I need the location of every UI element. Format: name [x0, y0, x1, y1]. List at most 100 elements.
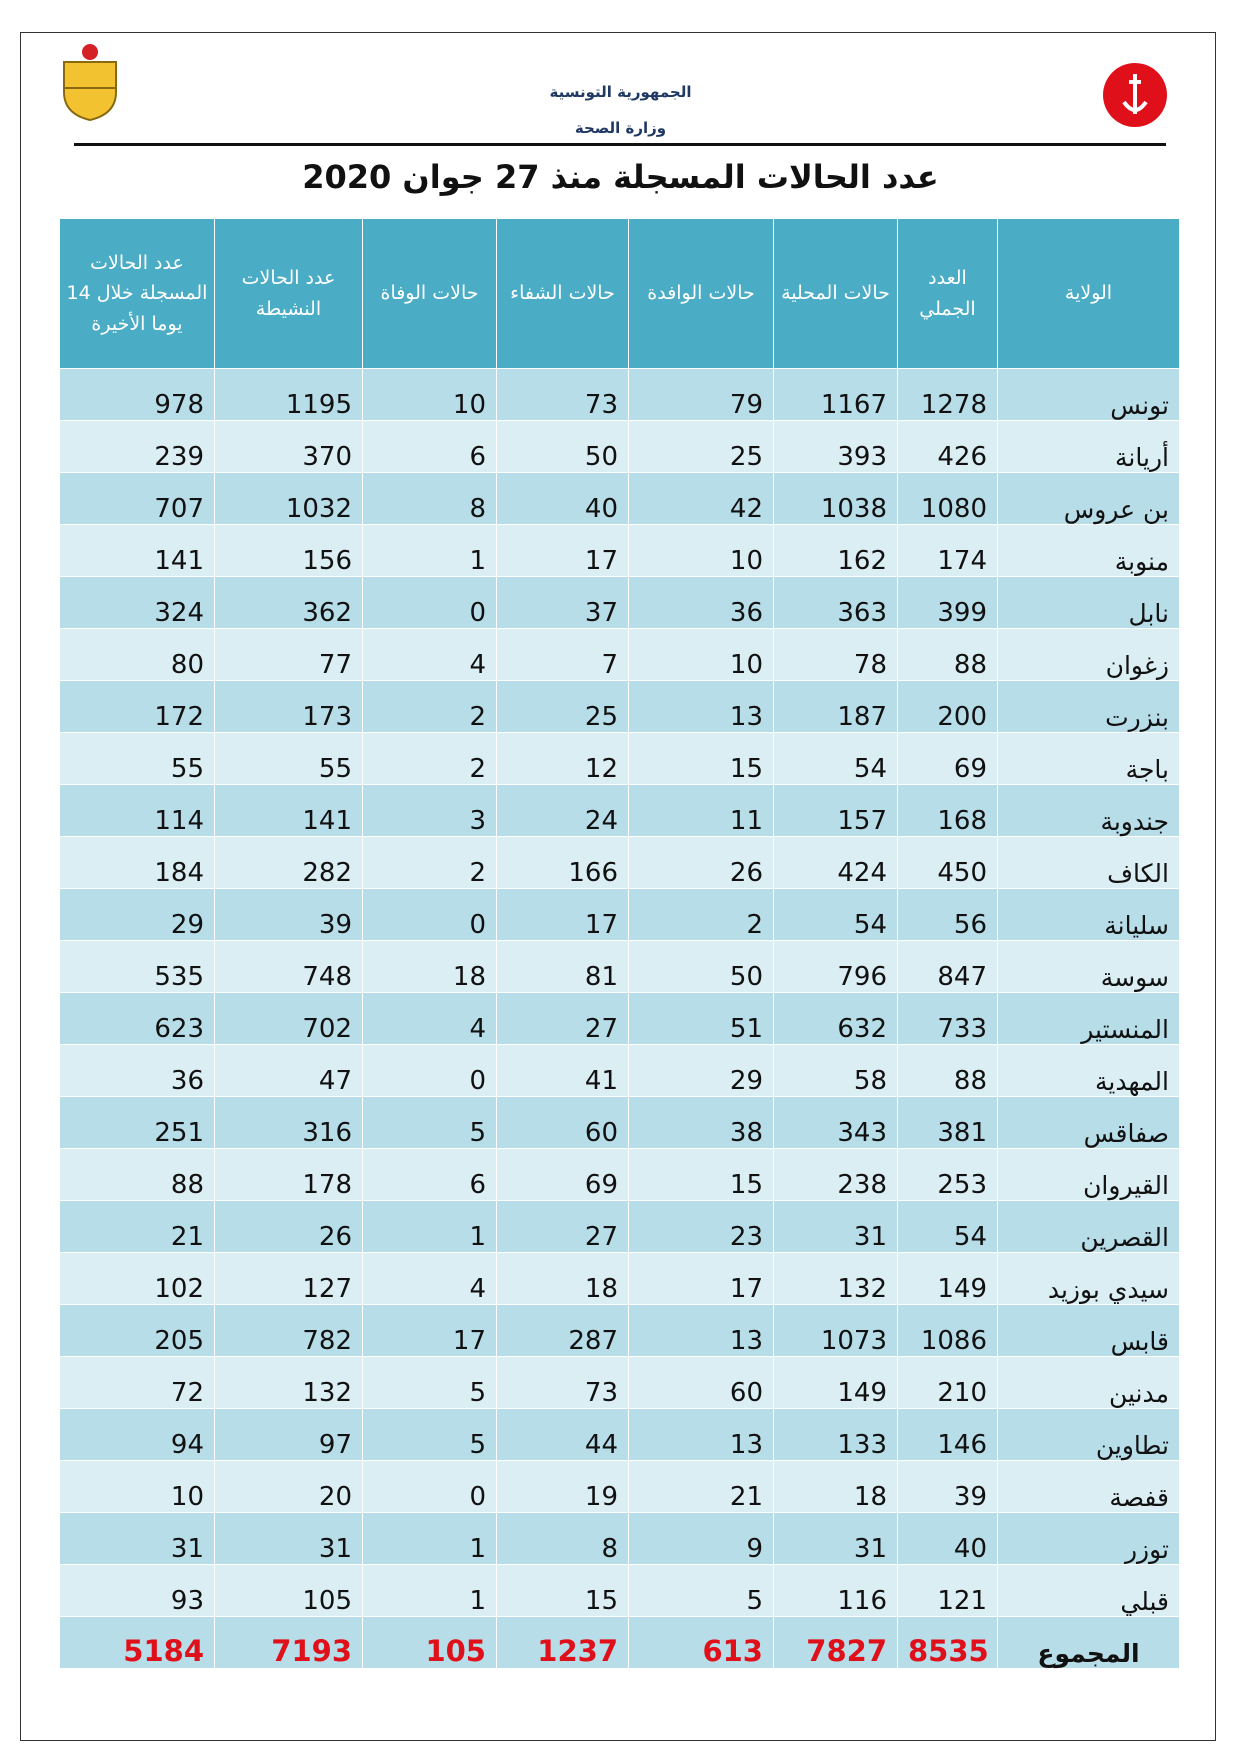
- number-cell: 0: [362, 888, 497, 941]
- governorate-cell: الكاف: [997, 836, 1180, 889]
- number-cell: 707: [59, 472, 215, 525]
- number-cell: 24: [496, 784, 629, 837]
- number-cell: 31: [214, 1512, 363, 1565]
- table-row: سوسة 847 796 50 81 18 748 535: [59, 940, 1180, 993]
- number-cell: 73: [496, 1356, 629, 1409]
- number-cell: 6: [362, 1148, 497, 1201]
- header-row: الولاية العدد الجملي حالات المحلية حالات ال…: [59, 218, 1180, 369]
- number-cell: 381: [897, 1096, 998, 1149]
- governorate-cell: بنزرت: [997, 680, 1180, 733]
- number-cell: 205: [59, 1304, 215, 1357]
- number-cell: 399: [897, 576, 998, 629]
- table-row: الكاف 450 424 26 166 2 282 184: [59, 836, 1180, 889]
- number-cell: 93: [59, 1564, 215, 1617]
- number-cell: 58: [773, 1044, 898, 1097]
- table-row: جندوبة 168 157 11 24 3 141 114: [59, 784, 1180, 837]
- number-cell: 1: [362, 1512, 497, 1565]
- governorate-cell: منوبة: [997, 524, 1180, 577]
- number-cell: 251: [59, 1096, 215, 1149]
- governorate-cell: المنستير: [997, 992, 1180, 1045]
- number-cell: 316: [214, 1096, 363, 1149]
- table-row: تونس 1278 1167 79 73 10 1195 978: [59, 368, 1180, 421]
- governorate-cell: المهدية: [997, 1044, 1180, 1097]
- governorate-cell: باجة: [997, 732, 1180, 785]
- number-cell: 362: [214, 576, 363, 629]
- number-cell: 162: [773, 524, 898, 577]
- governorate-cell: صفاقس: [997, 1096, 1180, 1149]
- table-row: قبلي 121 116 5 15 1 105 93: [59, 1564, 1180, 1617]
- governorate-cell: مدنين: [997, 1356, 1180, 1409]
- number-cell: 60: [496, 1096, 629, 1149]
- number-cell: 287: [496, 1304, 629, 1357]
- number-cell: 31: [773, 1200, 898, 1253]
- number-cell: 1195: [214, 368, 363, 421]
- number-cell: 8: [362, 472, 497, 525]
- number-cell: 88: [59, 1148, 215, 1201]
- number-cell: 40: [897, 1512, 998, 1565]
- number-cell: 27: [496, 1200, 629, 1253]
- number-cell: 17: [362, 1304, 497, 1357]
- number-cell: 9: [628, 1512, 774, 1565]
- number-cell: 15: [628, 732, 774, 785]
- governorate-cell: القيروان: [997, 1148, 1180, 1201]
- table-body: تونس 1278 1167 79 73 10 1195 978 أريانة 426 393 25 5…: [59, 368, 1180, 1669]
- number-cell: 73: [496, 368, 629, 421]
- number-cell: 978: [59, 368, 215, 421]
- number-cell: 15: [496, 1564, 629, 1617]
- number-cell: 239: [59, 420, 215, 473]
- cases-table: الولاية العدد الجملي حالات المحلية حالات ال…: [59, 218, 1180, 1669]
- column-header: حالات الوافدة: [628, 218, 774, 369]
- number-cell: 702: [214, 992, 363, 1045]
- governorate-cell: توزر: [997, 1512, 1180, 1565]
- ministry-name: وزارة الصحة: [574, 119, 667, 137]
- number-cell: 166: [496, 836, 629, 889]
- number-cell: 1038: [773, 472, 898, 525]
- number-cell: 5: [362, 1408, 497, 1461]
- number-cell: 132: [214, 1356, 363, 1409]
- number-cell: 69: [496, 1148, 629, 1201]
- number-cell: 41: [496, 1044, 629, 1097]
- number-cell: 56: [897, 888, 998, 941]
- number-cell: 15: [628, 1148, 774, 1201]
- column-header: عدد الحالات النشيطة: [214, 218, 363, 369]
- table-row: توزر 40 31 9 8 1 31 31: [59, 1512, 1180, 1565]
- number-cell: 2: [362, 732, 497, 785]
- number-cell: 4: [362, 1252, 497, 1305]
- number-cell: 26: [214, 1200, 363, 1253]
- number-cell: 8: [496, 1512, 629, 1565]
- table-row: مدنين 210 149 60 73 5 132 72: [59, 1356, 1180, 1409]
- number-cell: 54: [773, 888, 898, 941]
- number-cell: 23: [628, 1200, 774, 1253]
- table-row: المهدية 88 58 29 41 0 47 36: [59, 1044, 1180, 1097]
- number-cell: 796: [773, 940, 898, 993]
- governorate-cell: أريانة: [997, 420, 1180, 473]
- total-row: المجموع 8535 7827 613 1237 105 7193 5184: [59, 1616, 1180, 1669]
- number-cell: 424: [773, 836, 898, 889]
- number-cell: 47: [214, 1044, 363, 1097]
- governorate-cell: القصرين: [997, 1200, 1180, 1253]
- governorate-cell: قبلي: [997, 1564, 1180, 1617]
- governorate-cell: نابل: [997, 576, 1180, 629]
- header-rule: [74, 143, 1166, 146]
- governorate-cell: جندوبة: [997, 784, 1180, 837]
- number-cell: 51: [628, 992, 774, 1045]
- number-cell: 393: [773, 420, 898, 473]
- number-cell: 184: [59, 836, 215, 889]
- number-cell: 4: [362, 628, 497, 681]
- number-cell: 29: [628, 1044, 774, 1097]
- table-row: أريانة 426 393 25 50 6 370 239: [59, 420, 1180, 473]
- number-cell: 2: [628, 888, 774, 941]
- number-cell: 3: [362, 784, 497, 837]
- number-cell: 55: [214, 732, 363, 785]
- number-cell: 1278: [897, 368, 998, 421]
- governorate-cell: تطاوين: [997, 1408, 1180, 1461]
- number-cell: 21: [59, 1200, 215, 1253]
- number-cell: 50: [628, 940, 774, 993]
- table-row: زغوان 88 78 10 7 4 77 80: [59, 628, 1180, 681]
- number-cell: 39: [897, 1460, 998, 1513]
- table-row: القصرين 54 31 23 27 1 26 21: [59, 1200, 1180, 1253]
- number-cell: 238: [773, 1148, 898, 1201]
- number-cell: 1237: [496, 1616, 629, 1669]
- number-cell: 40: [496, 472, 629, 525]
